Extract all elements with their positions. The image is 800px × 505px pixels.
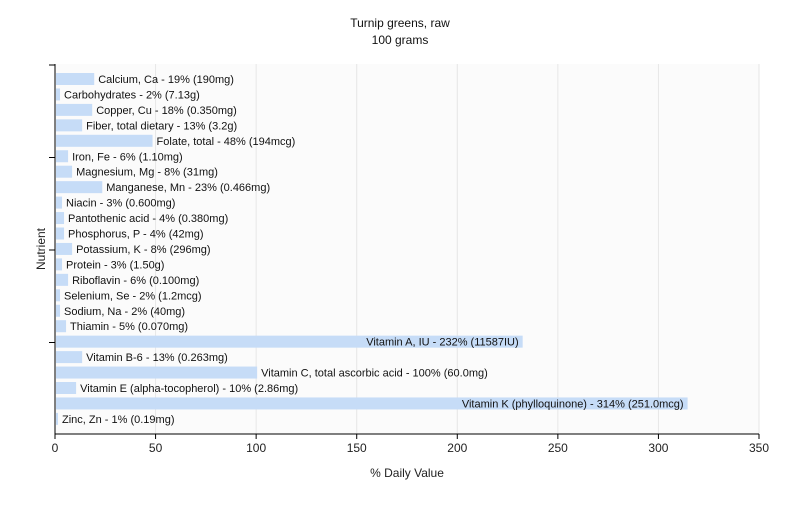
grid-lines (155, 64, 760, 434)
bar (56, 382, 77, 394)
x-tick-label: 250 (548, 441, 568, 455)
bar-label: Sodium, Na - 2% (40mg) (64, 306, 185, 318)
bar (56, 397, 688, 410)
bar-label: Riboflavin - 6% (0.100mg) (72, 275, 199, 287)
bar (56, 273, 69, 286)
bar-label: Potassium, K - 8% (296mg) (76, 244, 211, 256)
chart-subtitle: 100 grams (372, 33, 429, 47)
bar (56, 351, 83, 364)
bar-label: Iron, Fe - 6% (1.10mg) (72, 151, 183, 163)
x-tick-label: 200 (447, 441, 467, 455)
bar-label: Zinc, Zn - 1% (0.19mg) (62, 414, 174, 426)
bar-label: Vitamin B-6 - 13% (0.263mg) (86, 352, 228, 364)
chart-title: Turnip greens, raw (350, 16, 450, 30)
bars (56, 73, 688, 425)
bar (56, 320, 67, 333)
x-tick-label: 50 (149, 441, 163, 455)
bar-labels: Calcium, Ca - 19% (190mg) Carbohydrates -… (62, 74, 684, 426)
bar-label: Vitamin E (alpha-tocopherol) - 10% (2.86… (80, 383, 298, 395)
axes: 0 50 100 150 200 250 300 350 (49, 64, 769, 455)
bar-label: Phosphorus, P - 4% (42mg) (68, 229, 204, 241)
x-tick-label: 350 (749, 441, 769, 455)
bar-label: Calcium, Ca - 19% (190mg) (98, 74, 234, 86)
bar (56, 181, 103, 194)
bar (56, 289, 61, 302)
bar-label: Niacin - 3% (0.600mg) (66, 198, 175, 210)
bar (56, 88, 61, 101)
bar (56, 304, 61, 317)
bar-label: Selenium, Se - 2% (1.2mcg) (64, 290, 202, 302)
bar (56, 258, 63, 271)
bar (56, 242, 73, 255)
x-tick-label: 300 (648, 441, 668, 455)
bar-label: Copper, Cu - 18% (0.350mg) (96, 105, 237, 117)
bar-label: Vitamin K (phylloquinone) - 314% (251.0m… (462, 398, 684, 410)
bar (56, 73, 95, 85)
bar-label: Pantothenic acid - 4% (0.380mg) (68, 213, 228, 225)
bar-label: Vitamin A, IU - 232% (11587IU) (366, 337, 518, 349)
bar (56, 227, 65, 240)
bar (56, 196, 63, 209)
bar (56, 165, 73, 178)
bar-label: Thiamin - 5% (0.070mg) (70, 321, 188, 333)
bar-label: Folate, total - 48% (194mcg) (157, 136, 296, 148)
x-axis-label: % Daily Value (370, 466, 444, 480)
bar-label: Carbohydrates - 2% (7.13g) (64, 89, 200, 101)
bar (56, 212, 65, 225)
x-tick-label: 150 (347, 441, 367, 455)
bar (56, 150, 69, 163)
bar-label: Protein - 3% (1.50g) (66, 259, 164, 271)
bar (56, 412, 59, 425)
bar (56, 134, 153, 147)
bar (56, 335, 523, 348)
x-tick-label: 0 (52, 441, 59, 455)
bar-label: Vitamin C, total ascorbic acid - 100% (6… (261, 368, 488, 380)
bar-label: Magnesium, Mg - 8% (31mg) (76, 167, 218, 179)
bar-label: Fiber, total dietary - 13% (3.2g) (86, 120, 237, 132)
x-tick-label: 100 (246, 441, 266, 455)
y-axis-label: Nutrient (34, 227, 48, 270)
bar (56, 119, 83, 132)
bar (56, 103, 93, 116)
bar-label: Manganese, Mn - 23% (0.466mg) (106, 182, 270, 194)
bar (56, 366, 258, 379)
